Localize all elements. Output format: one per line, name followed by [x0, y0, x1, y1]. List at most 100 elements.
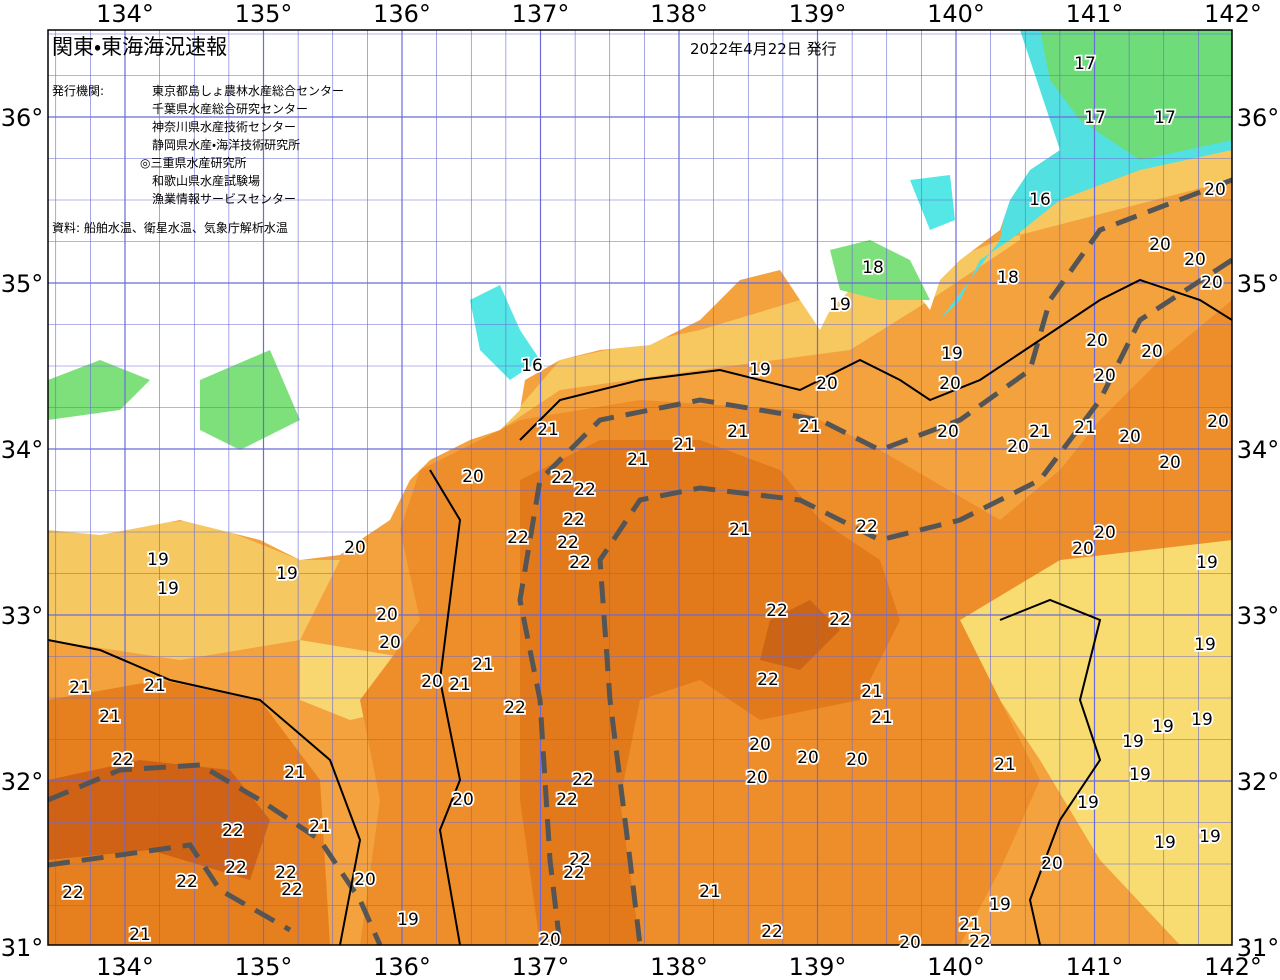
issuer: 千葉県水産総合研究センター: [152, 101, 308, 116]
issuer: 和歌山県水産試験場: [152, 173, 260, 188]
lat-label: 35°: [1237, 270, 1280, 298]
issuer-label: 発行機関:: [52, 84, 104, 98]
temperature-label: 22: [507, 528, 529, 548]
temperature-label: 20: [1149, 235, 1171, 255]
temperature-label: 21: [1029, 422, 1051, 442]
temperature-label: 22: [556, 790, 578, 810]
temperature-label: 19: [829, 295, 851, 315]
land: [48, 30, 1060, 560]
temperature-label: 20: [797, 748, 819, 768]
temperature-label: 19: [1077, 793, 1099, 813]
temperature-label: 20: [379, 633, 401, 653]
temperature-label: 16: [521, 356, 543, 376]
temperature-label: 21: [799, 417, 821, 437]
issuer: 神奈川県水産技術センター: [152, 119, 296, 134]
temperature-label: 16: [1029, 190, 1051, 210]
temperature-label: 19: [1129, 765, 1151, 785]
temperature-label: 22: [757, 670, 779, 690]
temperature-label: 19: [941, 344, 963, 364]
cold-zone: [1040, 30, 1232, 160]
temperature-label: 21: [69, 678, 91, 698]
temperature-label: 20: [462, 467, 484, 487]
temperature-label: 21: [472, 655, 494, 675]
current-axis: [48, 177, 1232, 945]
temperature-label: 22: [856, 517, 878, 537]
temperature-label: 21: [284, 763, 306, 783]
temperature-label: 19: [1191, 710, 1213, 730]
temperature-label: 22: [574, 480, 596, 500]
lat-label: 36°: [1, 104, 44, 132]
temperature-label: 20: [1204, 180, 1226, 200]
kuroshio-core: [520, 440, 900, 945]
temperature-label: 19: [276, 564, 298, 584]
temperature-label: 20: [421, 672, 443, 692]
temperature-label: 18: [862, 258, 884, 278]
warm-core: [760, 600, 840, 670]
temperature-label: 22: [222, 821, 244, 841]
lon-label: 136°: [373, 0, 431, 28]
temperature-label: 19: [1196, 553, 1218, 573]
grid: [48, 30, 1232, 945]
temperature-label: 21: [1074, 418, 1096, 438]
temperature-label: 17: [1154, 108, 1176, 128]
lat-label: 31°: [1, 934, 44, 962]
lat-label: 33°: [1237, 602, 1280, 630]
temperature-label: 20: [1094, 366, 1116, 386]
temperature-label: 19: [397, 910, 419, 930]
lon-label: 137°: [512, 953, 570, 980]
temperature-label: 17: [1084, 108, 1106, 128]
temperature-label: 20: [1159, 453, 1181, 473]
temperature-label: 22: [504, 698, 526, 718]
temperature-label: 17: [1074, 54, 1096, 74]
temperature-label: 21: [959, 915, 981, 935]
temperature-label: 20: [1086, 331, 1108, 351]
kuroshio-core: [48, 760, 270, 880]
temperature-label: 19: [147, 550, 169, 570]
isotherm-contours: [48, 278, 1232, 945]
temperature-label: 20: [452, 790, 474, 810]
temperature-label: 19: [1199, 827, 1221, 847]
temperature-label: 20: [354, 870, 376, 890]
temperature-label: 21: [727, 422, 749, 442]
temperature-label: 22: [563, 863, 585, 883]
title: 関東・東海海況速報: [52, 35, 227, 59]
temperature-label: 20: [746, 768, 768, 788]
issuer: 東京都島しょ農林水産総合センター: [152, 83, 344, 98]
lat-label: 32°: [1, 768, 44, 796]
lat-label: 34°: [1237, 436, 1280, 464]
temperature-label: 20: [937, 422, 959, 442]
temperature-label: 22: [176, 872, 198, 892]
lat-label: 32°: [1237, 768, 1280, 796]
temperature-label: 22: [225, 858, 247, 878]
bay: [470, 285, 540, 380]
lon-label: 140°: [927, 953, 985, 980]
inland-sea: [200, 350, 300, 450]
temperature-label: 22: [563, 510, 585, 530]
temperature-label: 22: [62, 883, 84, 903]
temperature-label: 22: [112, 750, 134, 770]
lat-label: 33°: [1, 602, 44, 630]
map-frame: [47, 29, 1233, 946]
temperature-label: 19: [749, 360, 771, 380]
temperature-label: 20: [1007, 437, 1029, 457]
lon-label: 140°: [927, 0, 985, 28]
temperature-label: 20: [1141, 342, 1163, 362]
temperature-label: 21: [994, 755, 1016, 775]
lon-label: 135°: [235, 0, 293, 28]
temperature-label: 22: [557, 533, 579, 553]
temperature-label: 21: [309, 817, 331, 837]
temperature-label: 20: [1201, 273, 1223, 293]
temperature-label: 21: [729, 520, 751, 540]
temperature-label: 19: [1154, 833, 1176, 853]
temperature-label: 21: [673, 435, 695, 455]
temperature-label: 20: [376, 605, 398, 625]
lat-label: 36°: [1237, 104, 1280, 132]
temperature-label: 21: [871, 708, 893, 728]
temperature-label: 20: [1072, 539, 1094, 559]
temperature-label: 20: [344, 538, 366, 558]
temperature-label: 20: [846, 750, 868, 770]
temperature-label: 20: [1094, 523, 1116, 543]
lon-label: 134°: [96, 953, 154, 980]
